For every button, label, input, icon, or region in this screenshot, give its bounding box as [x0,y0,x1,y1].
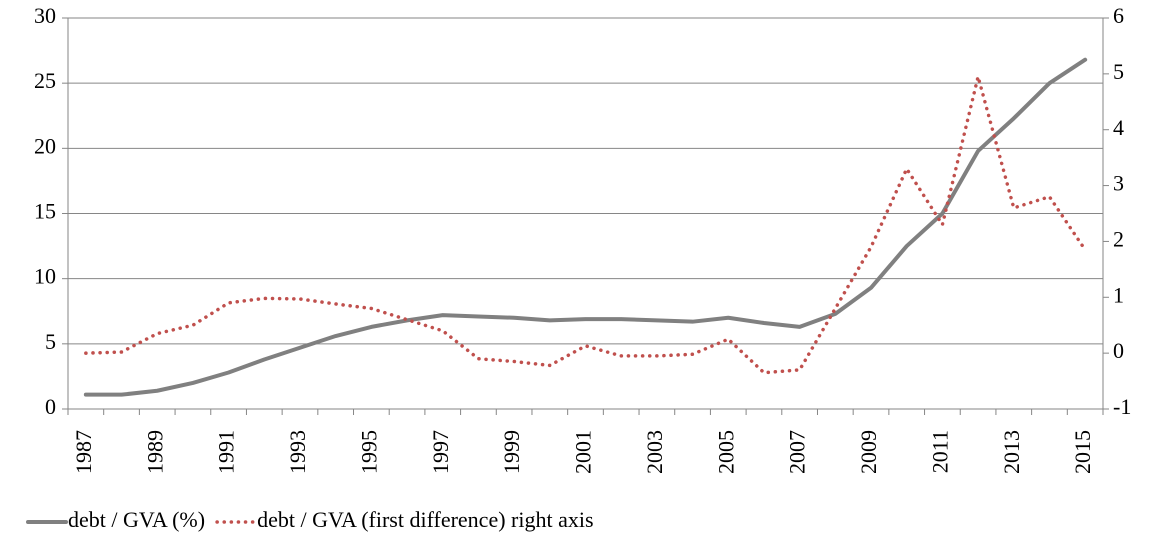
legend-label: debt / GVA (%) [68,507,205,532]
y-tick-label: 30 [34,3,56,28]
y2-tick-label: -1 [1113,394,1131,419]
x-tick-label: 2015 [1070,430,1095,474]
x-tick-label: 1991 [214,430,239,474]
x-tick-label: 2009 [856,430,881,474]
legend-label: debt / GVA (first difference) right axis [257,507,593,532]
y2-tick-label: 5 [1113,59,1124,84]
y-tick-label: 25 [34,68,56,93]
y2-tick-label: 1 [1113,282,1124,307]
x-tick-label: 1993 [285,430,310,474]
y2-tick-label: 2 [1113,226,1124,251]
x-tick-label: 2013 [999,430,1024,474]
x-tick-label: 1999 [499,430,524,474]
x-tick-label: 1989 [142,430,167,474]
y2-tick-label: 6 [1113,3,1124,28]
x-tick-label: 2005 [713,430,738,474]
y-tick-label: 15 [34,199,56,224]
x-tick-label: 2001 [571,430,596,474]
y-tick-label: 20 [34,133,56,158]
series-line [83,57,1088,397]
y2-tick-label: 0 [1113,338,1124,363]
x-tick-label: 2003 [642,430,667,474]
x-tick-label: 1995 [356,430,381,474]
x-tick-label: 1987 [71,430,96,474]
y-tick-label: 10 [34,264,56,289]
y-tick-label: 0 [45,394,56,419]
x-tick-label: 2007 [785,430,810,474]
series-line [84,74,1087,375]
x-tick-label: 1997 [428,430,453,474]
y-tick-label: 5 [45,329,56,354]
y2-tick-label: 3 [1113,171,1124,196]
x-tick-label: 2011 [927,430,952,473]
y2-tick-label: 4 [1113,115,1124,140]
